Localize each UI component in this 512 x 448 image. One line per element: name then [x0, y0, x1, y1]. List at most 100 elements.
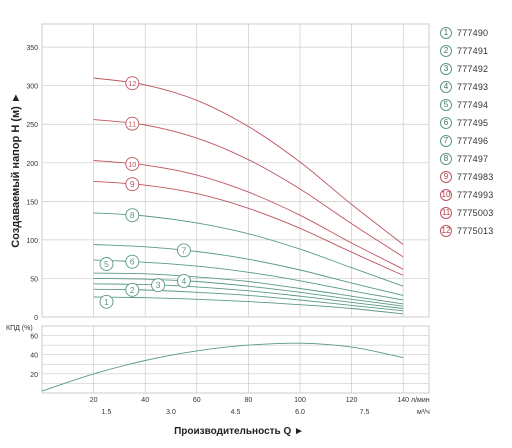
head-curve-8 — [93, 212, 404, 287]
legend-marker: 1 — [440, 27, 452, 39]
curve-marker-label: 8 — [130, 210, 135, 220]
curve-marker-circle — [176, 274, 191, 288]
x-axis-label: Производительность Q ► — [174, 426, 304, 437]
curve-marker-12: 12 — [125, 76, 140, 91]
legend-item-6: 6 777495 — [440, 114, 510, 132]
legend-marker: 7 — [440, 135, 452, 147]
x-tick-label-m3h: 6.0 — [295, 409, 305, 416]
curve-marker-2: 2 — [125, 282, 140, 297]
head-y-tick-label: 250 — [26, 122, 38, 129]
efficiency-grid — [42, 326, 429, 393]
efficiency-y-tick-label: 40 — [30, 353, 38, 360]
curve-marker-label: 7 — [182, 245, 187, 255]
efficiency-y-tick-label: 60 — [30, 334, 38, 341]
x-tick-label-lmin: 120 — [346, 397, 358, 404]
curve-marker-label: 1 — [104, 297, 109, 307]
x-unit-m3h: м³/ч — [417, 409, 430, 416]
x-ticks-lmin: 20 40 60 80 100 120 140 — [90, 397, 409, 404]
x-tick-label-m3h: 3.0 — [166, 409, 176, 416]
legend-code: 7775013 — [457, 226, 494, 236]
curve-marker-4: 4 — [176, 274, 191, 288]
head-curve-1 — [93, 296, 404, 315]
curve-marker-label: 6 — [130, 257, 135, 267]
head-curves — [93, 77, 404, 315]
head-y-tick-label: 50 — [30, 276, 38, 283]
legend-code: 777495 — [457, 118, 489, 128]
legend-code: 7775003 — [457, 208, 494, 218]
curve-marker-circle — [125, 76, 140, 91]
legend-code: 777494 — [457, 100, 489, 110]
curve-marker-label: 11 — [128, 120, 136, 129]
curve-marker-circle — [99, 294, 114, 309]
curve-marker-circle — [125, 254, 140, 269]
legend-code: 777492 — [457, 64, 489, 74]
curve-marker-label: 2 — [130, 285, 135, 295]
efficiency-y-axis-label: КПД (%) — [6, 325, 33, 332]
head-y-axis-label: Создаваемый напор Н (м) ► — [10, 92, 22, 247]
legend-item-12: 12 7775013 — [440, 222, 510, 240]
head-curve-10 — [93, 160, 404, 270]
curve-marker-label: 10 — [128, 160, 136, 169]
head-y-tick-label: 150 — [26, 199, 38, 206]
x-tick-label-lmin: 140 — [397, 397, 409, 404]
curve-marker-label: 12 — [128, 79, 136, 88]
efficiency-panel: 20 40 60 КПД (%) — [6, 325, 430, 394]
curve-marker-1: 1 — [99, 294, 114, 309]
legend-item-10: 10 7774993 — [440, 186, 510, 204]
efficiency-y-tick-label: 20 — [30, 372, 38, 379]
x-tick-label-lmin: 100 — [294, 397, 306, 404]
legend-code: 777497 — [457, 154, 489, 164]
curve-marker-10: 10 — [125, 156, 140, 171]
legend-marker: 11 — [440, 207, 452, 219]
legend-item-1: 1 777490 — [440, 24, 510, 42]
head-curve-11 — [93, 119, 404, 258]
legend-item-9: 9 7774983 — [440, 168, 510, 186]
efficiency-curves — [41, 342, 404, 392]
legend-item-8: 8 777497 — [440, 150, 510, 168]
curve-marker-circle — [176, 243, 191, 258]
curve-marker-circle — [125, 282, 140, 297]
head-y-tick-label: 100 — [26, 238, 38, 245]
curve-marker-7: 7 — [176, 243, 191, 258]
curve-marker-label: 9 — [130, 179, 135, 189]
head-y-tick-label: 0 — [34, 315, 38, 322]
legend-code: 777491 — [457, 46, 489, 56]
head-curve-2 — [93, 288, 404, 312]
legend-marker: 6 — [440, 117, 452, 129]
x-unit-lmin: л/мин — [411, 397, 430, 404]
x-tick-label-m3h: 1.5 — [102, 409, 112, 416]
legend-code: 7774983 — [457, 172, 494, 182]
curve-marker-circle — [125, 116, 140, 131]
legend-item-3: 3 777492 — [440, 60, 510, 78]
legend-marker: 3 — [440, 63, 452, 75]
x-tick-label-lmin: 20 — [90, 397, 98, 404]
head-curve-6 — [93, 259, 404, 301]
legend: 1 777490 2 777491 3 777492 4 777493 5 777494 6 7774… — [440, 24, 510, 240]
curve-marker-label: 4 — [182, 276, 187, 286]
curve-marker-label: 3 — [156, 280, 161, 290]
x-tick-label-lmin: 60 — [193, 397, 201, 404]
head-y-tick-label: 300 — [26, 84, 38, 91]
head-curve-3 — [93, 283, 404, 309]
curve-marker-circle — [125, 177, 140, 192]
legend-marker: 5 — [440, 99, 452, 111]
head-curve-12 — [93, 77, 404, 245]
curve-marker-8: 8 — [125, 208, 140, 223]
x-ticks-m3h: 1.5 3.0 4.5 6.0 7.5 — [102, 409, 370, 416]
curve-marker-11: 11 — [125, 116, 140, 131]
head-curve-9 — [93, 180, 404, 276]
legend-item-4: 4 777493 — [440, 78, 510, 96]
legend-code: 7774993 — [457, 190, 494, 200]
curve-marker-5: 5 — [99, 257, 114, 271]
legend-marker: 12 — [440, 225, 452, 237]
head-curve-5 — [93, 272, 404, 305]
legend-item-2: 2 777491 — [440, 42, 510, 60]
legend-code: 777496 — [457, 136, 489, 146]
legend-code: 777493 — [457, 82, 489, 92]
head-curve-4 — [93, 277, 404, 307]
legend-item-11: 11 7775003 — [440, 204, 510, 222]
legend-marker: 8 — [440, 153, 452, 165]
curve-marker-circle — [125, 156, 140, 171]
